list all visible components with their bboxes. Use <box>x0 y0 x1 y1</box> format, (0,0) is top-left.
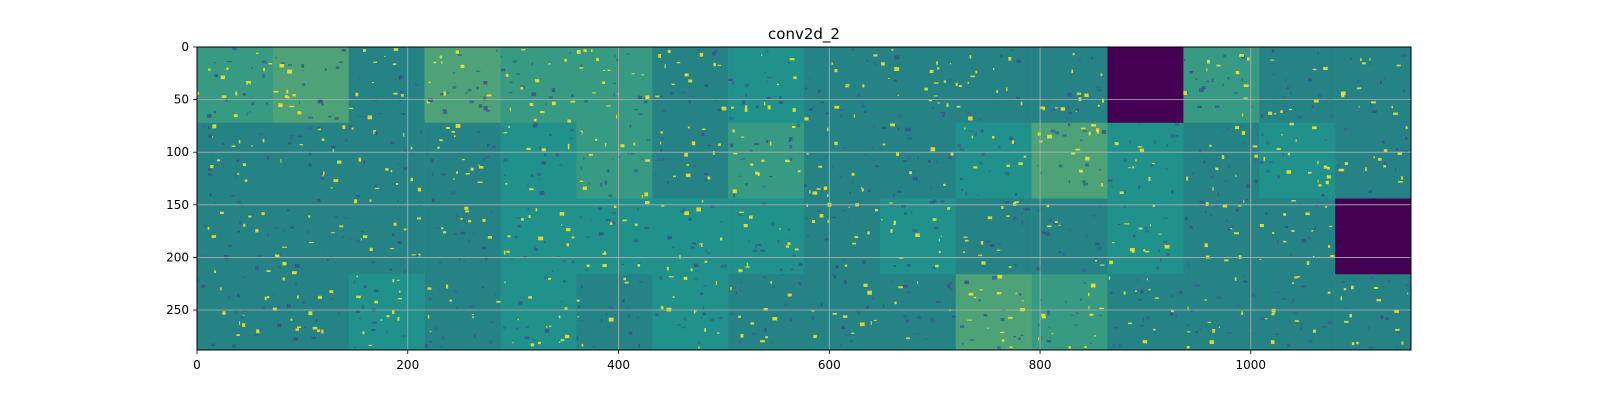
y-tick-label: 100 <box>166 145 189 159</box>
feature-map-tile <box>197 122 274 199</box>
feature-map-tile <box>1259 122 1336 199</box>
feature-map-tile <box>804 274 881 350</box>
x-tick-label: 0 <box>193 358 201 372</box>
y-tick-label: 200 <box>166 250 189 264</box>
feature-map-tile <box>1107 198 1184 275</box>
feature-map-tile <box>272 198 350 275</box>
feature-map-tile <box>500 198 577 275</box>
feature-map-tile <box>804 47 881 124</box>
feature-map-tile <box>652 122 729 199</box>
axes-frame <box>196 46 1412 351</box>
feature-map-tile <box>348 198 425 275</box>
plot-area <box>197 47 1411 350</box>
feature-map-tile <box>879 122 957 199</box>
x-axis: 0 200 400 600 800 1000 <box>193 350 1266 372</box>
feature-map-tile <box>879 274 957 350</box>
feature-map-tile <box>1183 47 1260 124</box>
feature-map-tile <box>1183 198 1260 275</box>
feature-map-tile <box>576 274 653 350</box>
feature-map-tile <box>1031 122 1108 199</box>
feature-map-tile <box>879 47 957 124</box>
feature-map-tile <box>1259 47 1336 124</box>
feature-map-tile <box>955 198 1032 275</box>
x-tick-label: 800 <box>1029 358 1052 372</box>
feature-map-tile <box>1335 47 1411 124</box>
feature-map-tile <box>1335 198 1411 275</box>
feature-map-tile <box>955 274 1032 350</box>
feature-map-tiles <box>197 47 1411 350</box>
feature-map-tile <box>272 122 350 199</box>
feature-map-tile <box>424 47 501 124</box>
y-tick-label: 150 <box>166 198 189 212</box>
feature-map-tile <box>1183 122 1260 199</box>
feature-map-tile <box>1107 122 1184 199</box>
feature-map-tile <box>1183 274 1260 350</box>
feature-map-tile <box>1031 274 1108 350</box>
feature-map-tile <box>424 274 501 350</box>
feature-map-tile <box>197 198 274 275</box>
feature-map-tile <box>348 122 425 199</box>
feature-map-tile <box>576 47 653 124</box>
feature-map-tile <box>272 47 350 124</box>
y-tick-label: 50 <box>174 93 189 107</box>
feature-map-tile <box>1031 198 1108 275</box>
feature-map-tile <box>1259 274 1336 350</box>
feature-map-tile <box>728 122 805 199</box>
y-tick-label: 250 <box>166 303 189 317</box>
feature-map-tile <box>576 122 653 199</box>
feature-map-tile <box>424 122 501 199</box>
feature-map-tile <box>1259 198 1336 275</box>
feature-map-tile <box>1335 274 1411 350</box>
feature-map-tile <box>348 47 425 124</box>
x-tick-label: 200 <box>396 358 419 372</box>
feature-map-tile <box>955 47 1032 124</box>
chart-title: conv2d_2 <box>768 25 840 44</box>
feature-map-tile <box>500 47 577 124</box>
feature-map-tile <box>500 274 577 350</box>
feature-map-tile <box>652 47 729 124</box>
feature-map-tile <box>500 122 577 199</box>
feature-map-tile <box>652 198 729 275</box>
feature-map-tile <box>576 198 653 275</box>
x-tick-label: 400 <box>607 358 630 372</box>
x-tick-label: 1000 <box>1236 358 1267 372</box>
feature-map-tile <box>348 274 425 350</box>
feature-map-tile <box>804 198 881 275</box>
feature-map-tile <box>1107 274 1184 350</box>
feature-map-tile <box>879 198 957 275</box>
feature-map-tile <box>804 122 881 199</box>
feature-map-tile <box>1107 47 1184 124</box>
feature-map-tile <box>955 122 1032 199</box>
feature-map-tile <box>197 274 274 350</box>
y-tick-label: 0 <box>181 40 189 54</box>
y-axis: 0 50 100 150 200 250 <box>166 40 197 317</box>
feature-map-tile <box>1031 47 1108 124</box>
feature-map-tile <box>728 47 805 124</box>
feature-map-tile <box>728 274 805 350</box>
feature-map-tile <box>1335 122 1411 199</box>
feature-map-tile <box>424 198 501 275</box>
gridlines <box>197 47 1411 350</box>
feature-map-tile <box>728 198 805 275</box>
feature-map-tile <box>197 47 274 124</box>
feature-map-tile <box>272 274 350 350</box>
feature-map-tile <box>652 274 729 350</box>
x-tick-label: 600 <box>818 358 841 372</box>
